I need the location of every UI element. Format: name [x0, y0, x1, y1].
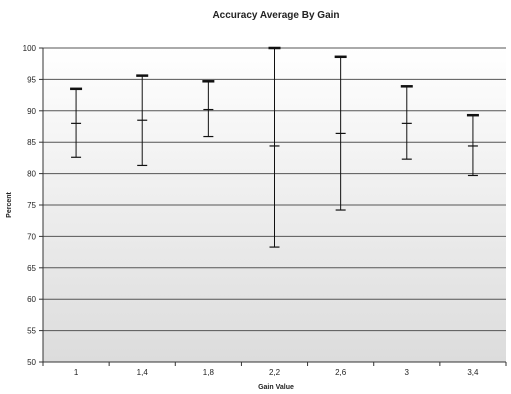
chart-title: Accuracy Average By Gain	[212, 10, 339, 21]
x-axis-title: Gain Value	[258, 384, 294, 391]
y-tick-label: 70	[27, 232, 36, 241]
y-tick-label: 90	[27, 107, 36, 116]
x-tick-label: 3,4	[467, 368, 479, 377]
error-bar-series	[70, 46, 479, 248]
x-tick-label: 3	[405, 368, 410, 377]
x-tick-label: 2,6	[335, 368, 347, 377]
x-tick-labels: 1 1,4 1,8 2,2 2,6 3 3,4	[42, 362, 507, 377]
x-tick-label: 1,8	[203, 368, 215, 377]
y-tick-label: 50	[27, 358, 36, 367]
x-tick-label: 1,4	[137, 368, 149, 377]
y-tick-labels: 50 55 60 65 70 75 80 85 90 95 100	[23, 44, 43, 367]
y-tick-label: 75	[27, 201, 36, 210]
y-tick-label: 65	[27, 264, 36, 273]
y-axis-title: Percent	[6, 191, 13, 217]
x-tick-label: 2,2	[269, 368, 281, 377]
y-tick-label: 55	[27, 327, 36, 336]
x-tick-label: 1	[74, 368, 79, 377]
y-tick-label: 100	[23, 44, 37, 53]
y-tick-label: 85	[27, 138, 36, 147]
y-tick-label: 95	[27, 75, 36, 84]
y-tick-label: 80	[27, 170, 36, 179]
y-tick-label: 60	[27, 295, 36, 304]
